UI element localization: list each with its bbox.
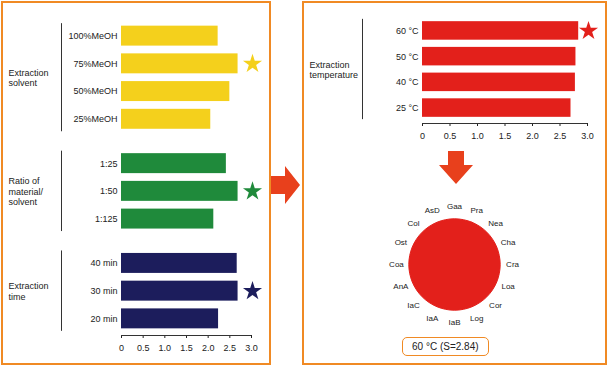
- svg-text:1.5: 1.5: [180, 343, 193, 353]
- svg-text:AsD: AsD: [425, 206, 440, 215]
- svg-text:1.0: 1.0: [471, 131, 484, 141]
- svg-text:Cha: Cha: [501, 238, 516, 247]
- svg-text:1:50: 1:50: [100, 186, 118, 196]
- svg-text:0: 0: [420, 131, 425, 141]
- svg-text:Ratio ofmaterial/solvent: Ratio ofmaterial/solvent: [9, 176, 44, 207]
- svg-text:IaB: IaB: [448, 318, 460, 327]
- svg-text:2.5: 2.5: [224, 343, 237, 353]
- svg-text:50 °C: 50 °C: [396, 52, 419, 62]
- svg-text:Extractiontemperature: Extractiontemperature: [310, 60, 359, 80]
- svg-text:0.5: 0.5: [444, 131, 457, 141]
- svg-text:Loa: Loa: [501, 282, 515, 291]
- html-text:60 °C (S=2.84): 60 °C (S=2.84): [412, 341, 479, 352]
- svg-text:75%MeOH: 75%MeOH: [73, 59, 117, 69]
- svg-text:50%MeOH: 50%MeOH: [73, 86, 117, 96]
- svg-text:1:25: 1:25: [100, 159, 118, 169]
- svg-text:2.0: 2.0: [202, 343, 215, 353]
- svg-text:Coa: Coa: [389, 260, 404, 269]
- svg-text:1:125: 1:125: [95, 214, 118, 224]
- svg-text:40 °C: 40 °C: [396, 77, 419, 87]
- svg-text:AnA: AnA: [393, 282, 409, 291]
- svg-text:3.0: 3.0: [245, 343, 258, 353]
- svg-text:Cor: Cor: [489, 301, 502, 310]
- svg-text:2.0: 2.0: [526, 131, 539, 141]
- svg-text:60 °C: 60 °C: [396, 26, 419, 36]
- svg-text:1.5: 1.5: [499, 131, 512, 141]
- svg-text:0: 0: [119, 343, 124, 353]
- svg-text:0.5: 0.5: [137, 343, 150, 353]
- svg-text:Ost: Ost: [395, 238, 408, 247]
- svg-text:3.0: 3.0: [581, 131, 594, 141]
- svg-text:Col: Col: [407, 219, 419, 228]
- svg-text:25 °C: 25 °C: [396, 103, 419, 113]
- svg-text:1.0: 1.0: [159, 343, 172, 353]
- svg-text:Log: Log: [470, 314, 483, 323]
- svg-text:Gaa: Gaa: [447, 202, 463, 211]
- svg-text:30 min: 30 min: [90, 286, 117, 296]
- svg-text:Cra: Cra: [506, 260, 519, 269]
- svg-text:100%MeOH: 100%MeOH: [68, 31, 117, 41]
- svg-text:Extractiontime: Extractiontime: [9, 281, 49, 301]
- svg-text:25%MeOH: 25%MeOH: [73, 114, 117, 124]
- svg-text:IaA: IaA: [426, 314, 439, 323]
- svg-text:IaC: IaC: [407, 301, 420, 310]
- svg-text:40 min: 40 min: [90, 258, 117, 268]
- svg-text:Extractionsolvent: Extractionsolvent: [9, 68, 49, 88]
- svg-text:2.5: 2.5: [554, 131, 567, 141]
- svg-text:Pra: Pra: [470, 206, 483, 215]
- svg-text:Nea: Nea: [488, 219, 503, 228]
- svg-text:20 min: 20 min: [90, 314, 117, 324]
